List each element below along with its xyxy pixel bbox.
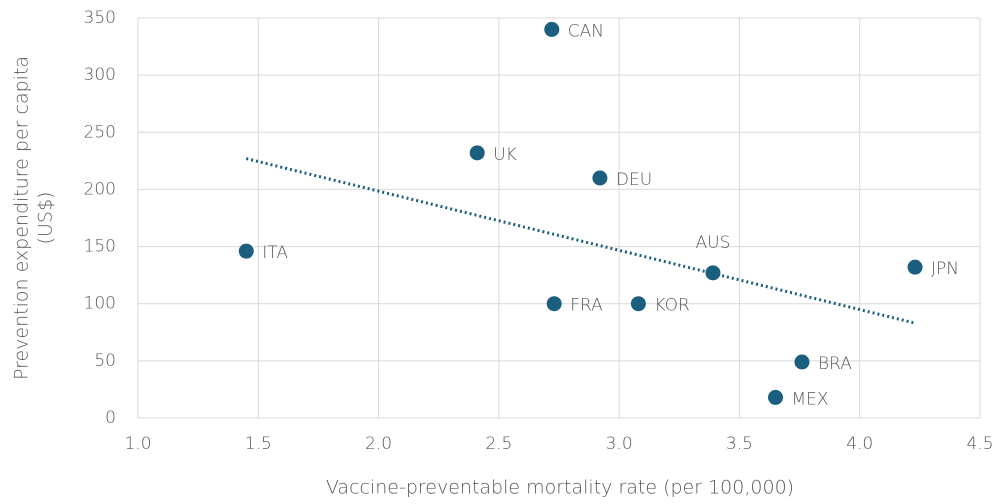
point-label: DEU xyxy=(616,170,652,190)
x-tick-label: 3.5 xyxy=(726,434,753,454)
y-tick-label: 300 xyxy=(84,65,116,85)
x-tick-label: 4.0 xyxy=(846,434,873,454)
point xyxy=(592,170,608,186)
point xyxy=(794,354,810,370)
x-tick-label: 4.5 xyxy=(966,434,993,454)
x-tick-label: 2.5 xyxy=(485,434,512,454)
point xyxy=(630,296,646,312)
y-axis-label: Prevention expenditure per capita xyxy=(11,56,33,380)
x-tick-label: 3.0 xyxy=(606,434,633,454)
point xyxy=(768,389,784,405)
y-axis-label: (US$) xyxy=(35,192,57,245)
point xyxy=(907,259,923,275)
point-label: AUS xyxy=(696,233,731,253)
point xyxy=(238,243,254,259)
y-tick-label: 350 xyxy=(84,8,116,28)
x-axis-label: Vaccine-preventable mortality rate (per … xyxy=(326,477,794,499)
point xyxy=(546,296,562,312)
y-axis-label-group: Prevention expenditure per capita (US$) xyxy=(11,56,57,380)
point xyxy=(705,265,721,281)
point-label: BRA xyxy=(818,354,852,374)
y-tick-label: 50 xyxy=(94,351,116,371)
point-label: ITA xyxy=(262,243,288,263)
point-label: MEX xyxy=(792,389,829,409)
y-tick-label: 200 xyxy=(84,179,116,199)
x-tick-label: 1.5 xyxy=(245,434,272,454)
x-tick-label: 1.0 xyxy=(124,434,151,454)
x-tick-label: 2.0 xyxy=(365,434,392,454)
y-tick-label: 0 xyxy=(105,408,116,428)
point-label: CAN xyxy=(568,21,604,41)
point xyxy=(544,21,560,37)
point-label: UK xyxy=(493,145,517,165)
y-tick-label: 100 xyxy=(84,294,116,314)
point-label: JPN xyxy=(931,259,959,279)
point-label: FRA xyxy=(570,296,603,316)
point xyxy=(469,145,485,161)
point-label: KOR xyxy=(654,296,689,316)
y-tick-label: 250 xyxy=(84,122,116,142)
y-tick-label: 150 xyxy=(84,237,116,257)
